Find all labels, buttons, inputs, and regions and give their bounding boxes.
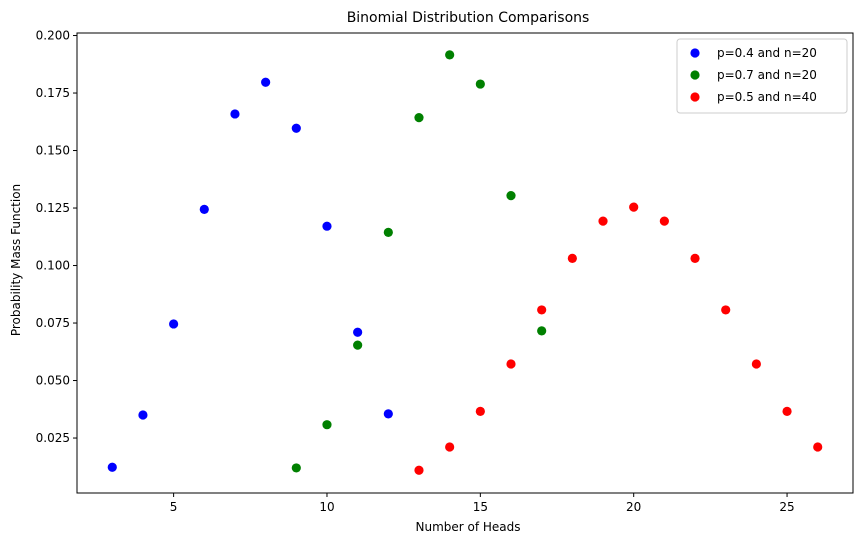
data-point-series-3 <box>721 305 731 315</box>
legend-marker <box>690 92 700 102</box>
data-point-series-1 <box>169 319 179 329</box>
data-point-series-3 <box>813 442 823 452</box>
data-point-series-2 <box>322 420 332 430</box>
data-point-series-2 <box>445 50 455 60</box>
y-axis-label: Probability Mass Function <box>9 184 23 336</box>
legend-entry-label: p=0.4 and n=20 <box>717 46 817 60</box>
legend-marker <box>690 70 700 80</box>
data-point-series-3 <box>598 216 608 226</box>
chart-title: Binomial Distribution Comparisons <box>347 10 590 26</box>
legend-entry-label: p=0.5 and n=40 <box>717 90 817 104</box>
data-point-series-2 <box>291 463 301 473</box>
data-point-series-1 <box>230 109 240 119</box>
data-point-series-3 <box>567 253 577 263</box>
data-point-series-1 <box>291 123 301 133</box>
y-tick-label: 0.050 <box>36 374 70 388</box>
data-point-series-2 <box>414 113 424 123</box>
data-point-series-3 <box>782 406 792 416</box>
data-point-series-2 <box>506 191 516 201</box>
data-point-series-3 <box>475 406 485 416</box>
x-tick-label: 15 <box>473 500 488 514</box>
legend-entry-label: p=0.7 and n=20 <box>717 68 817 82</box>
data-point-series-3 <box>690 253 700 263</box>
data-point-series-3 <box>414 465 424 475</box>
data-point-series-2 <box>475 79 485 89</box>
x-tick-label: 25 <box>779 500 794 514</box>
data-point-series-1 <box>138 410 148 420</box>
data-point-series-2 <box>383 227 393 238</box>
data-point-series-3 <box>659 216 669 226</box>
data-point-series-1 <box>261 77 271 87</box>
data-point-series-1 <box>107 462 117 472</box>
y-tick-label: 0.200 <box>36 29 70 43</box>
data-point-series-3 <box>506 359 516 369</box>
x-tick-label: 20 <box>626 500 641 514</box>
data-point-series-1 <box>199 204 209 215</box>
legend-marker <box>690 48 700 58</box>
y-tick-label: 0.075 <box>36 316 70 330</box>
data-point-series-2 <box>353 340 363 350</box>
data-point-series-3 <box>629 202 639 212</box>
data-point-series-1 <box>383 409 393 419</box>
plot-frame <box>76 32 854 494</box>
data-point-series-3 <box>537 305 547 315</box>
y-tick-label: 0.125 <box>36 201 70 215</box>
data-point-series-3 <box>751 359 761 369</box>
x-axis-label: Number of Heads <box>415 520 520 534</box>
data-point-series-1 <box>353 327 363 337</box>
data-point-series-3 <box>445 442 455 452</box>
plot-area: 5 10 15 20 25 0.025 0.050 0.075 0.100 0.125 0.150 0… <box>36 29 854 514</box>
data-point-series-2 <box>537 326 547 336</box>
x-tick-label: 5 <box>170 500 178 514</box>
y-tick-label: 0.150 <box>36 144 70 158</box>
y-tick-label: 0.025 <box>36 431 70 445</box>
y-tick-label: 0.100 <box>36 259 70 273</box>
data-point-series-1 <box>322 221 332 231</box>
y-tick-label: 0.175 <box>36 86 70 100</box>
legend-box <box>676 38 848 114</box>
x-tick-label: 10 <box>319 500 334 514</box>
